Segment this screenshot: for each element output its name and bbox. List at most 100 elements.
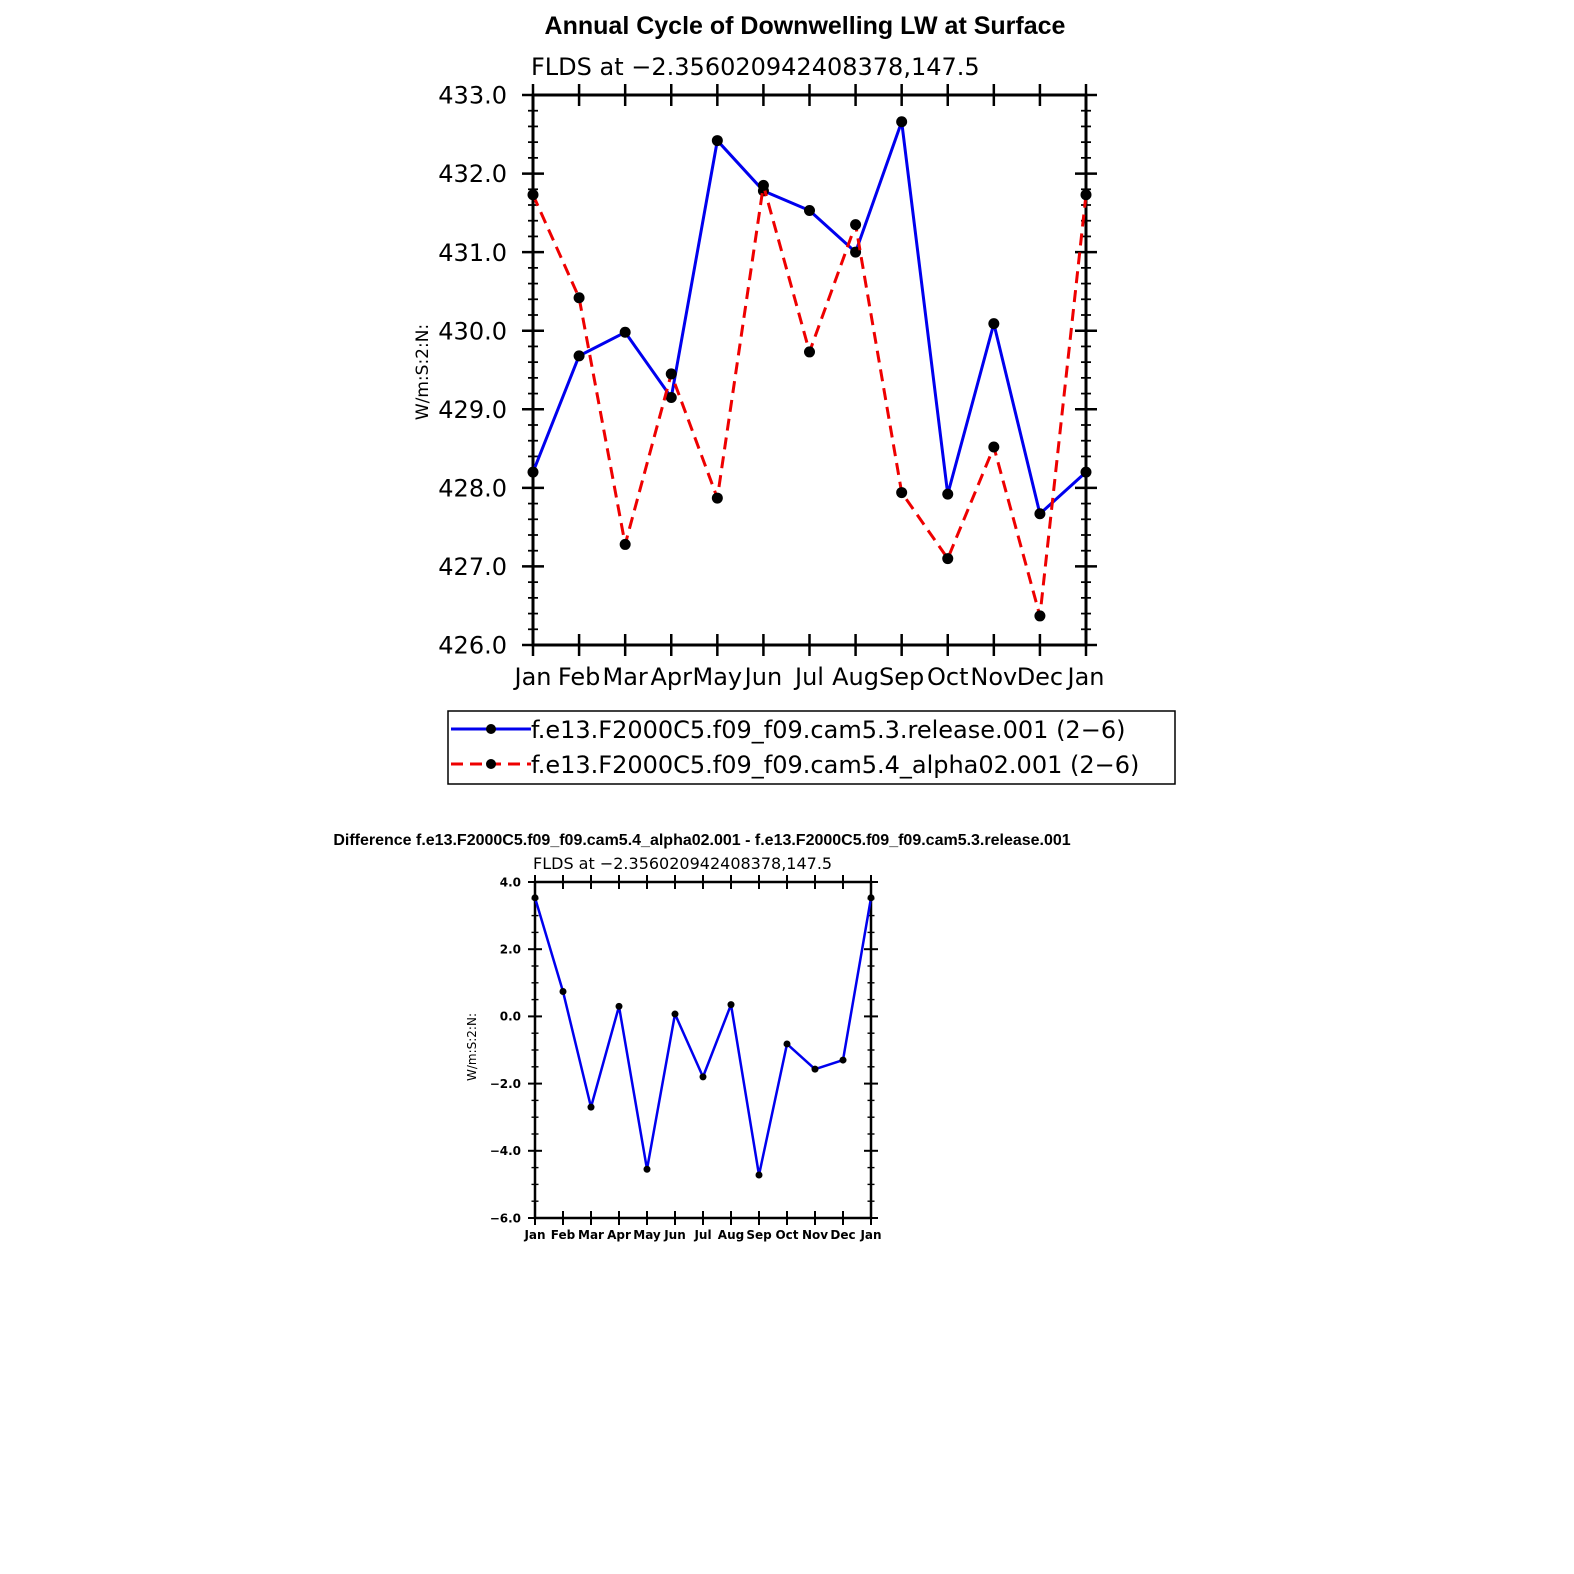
y-tick-label: 429.0	[438, 396, 507, 424]
series-1-point	[1034, 508, 1046, 520]
y-tick-label: 2.0	[500, 943, 521, 957]
x-tick-label: Nov	[970, 663, 1017, 691]
series-1-point	[615, 1002, 623, 1010]
x-tick-label: Jan	[523, 1228, 545, 1242]
series-1-point	[665, 392, 677, 403]
chart2-plot-frame	[533, 880, 873, 1220]
series-2-point	[665, 368, 677, 380]
series-1-point	[587, 1103, 595, 1111]
x-tick-label: Jul	[693, 1228, 711, 1242]
x-tick-label: Aug	[718, 1228, 744, 1242]
x-tick-label: Sep	[746, 1228, 772, 1242]
x-tick-label: Mar	[603, 663, 648, 691]
x-tick-label: May	[633, 1228, 661, 1242]
y-tick-label: 428.0	[438, 474, 507, 502]
chart2-subtitle: FLDS at −2.356020942408378,147.5	[533, 854, 832, 873]
series-1-point	[531, 894, 539, 902]
chart1-subtitle: FLDS at −2.356020942408378,147.5	[531, 53, 980, 81]
series-1-point	[559, 988, 567, 996]
series-2-point	[1080, 189, 1092, 201]
series-1-point	[839, 1056, 847, 1064]
y-tick-label: 4.0	[500, 875, 521, 889]
chart1-y-axis-label: W/m:S:2:N:	[413, 324, 433, 420]
series-1-point	[699, 1073, 707, 1081]
y-tick-label: 432.0	[438, 160, 507, 188]
series-1-point	[988, 318, 1000, 330]
chart2-title: Difference f.e13.F2000C5.f09_f09.cam5.4_…	[333, 832, 1070, 849]
x-tick-label: Oct	[927, 663, 969, 691]
series-line-1	[531, 120, 1088, 516]
legend-label-series-1: f.e13.F2000C5.f09_f09.cam5.3.release.001…	[531, 716, 1125, 744]
legend-box	[447, 710, 1176, 785]
x-tick-label: Feb	[551, 1228, 576, 1242]
x-tick-label: May	[693, 663, 743, 691]
series-1-point	[643, 1165, 651, 1173]
series-2-point	[711, 492, 723, 504]
y-tick-label: 0.0	[500, 1010, 521, 1024]
series-2-point	[619, 538, 631, 550]
series-line-2	[531, 183, 1088, 618]
x-tick-label: Oct	[775, 1228, 798, 1242]
y-tick-label: 426.0	[438, 632, 507, 660]
x-tick-label: Nov	[802, 1228, 828, 1242]
series-2-point	[942, 553, 954, 565]
series-2-point	[850, 219, 862, 231]
series-1-point	[783, 1040, 791, 1048]
y-tick-label: −2.0	[490, 1077, 521, 1091]
series-1-point	[804, 205, 815, 216]
legend-marker-series-2	[486, 759, 496, 769]
chart2-y-tick-labels: −6.0 −4.0 −2.0 0.0 2.0 4.0	[490, 875, 521, 1225]
y-tick-label: 431.0	[438, 239, 507, 267]
chart1-title: Annual Cycle of Downwelling LW at Surfac…	[545, 12, 1066, 40]
x-tick-label: Jan	[513, 663, 552, 691]
x-tick-label: Apr	[650, 663, 692, 691]
x-tick-label: Feb	[558, 663, 601, 691]
y-tick-label: −4.0	[490, 1144, 521, 1158]
chart2-y-axis-label: W/m:S:2:N:	[465, 1013, 479, 1081]
series-1-point	[1080, 466, 1092, 478]
x-tick-label: Jan	[1066, 663, 1105, 691]
series-1-point	[711, 135, 723, 147]
chart1-x-tick-labels: Jan Feb Mar Apr May Jun Jul Aug Sep Oct Nov Dec Jan	[513, 663, 1105, 691]
series-1-point	[527, 466, 539, 478]
x-tick-label: Dec	[830, 1228, 855, 1242]
series-2-point	[988, 441, 1000, 453]
series-1-point	[867, 894, 875, 902]
series-2-point	[896, 487, 908, 499]
series-2-point	[804, 346, 815, 358]
x-tick-label: Jul	[793, 663, 824, 691]
difference-chart: Difference f.e13.F2000C5.f09_f09.cam5.4_…	[333, 832, 1070, 1242]
annual-cycle-chart: Annual Cycle of Downwelling LW at Surfac…	[413, 12, 1176, 785]
chart1-series	[527, 116, 1092, 622]
series-2-point	[527, 189, 539, 201]
chart2-series	[531, 894, 875, 1179]
series-line-1	[533, 897, 873, 1177]
series-1-point	[896, 116, 908, 128]
series-1-point	[811, 1065, 819, 1073]
series-1-point	[619, 326, 631, 338]
x-tick-label: Jan	[859, 1228, 881, 1242]
chart1-y-tick-labels: 426.0 427.0 428.0 429.0 430.0 431.0 432.0 433.0	[438, 82, 507, 660]
y-tick-label: 433.0	[438, 82, 507, 110]
chart1-legend: f.e13.F2000C5.f09_f09.cam5.3.release.001…	[447, 710, 1176, 785]
x-tick-label: Jun	[663, 1228, 686, 1242]
legend-label-series-2: f.e13.F2000C5.f09_f09.cam5.4_alpha02.001…	[531, 751, 1139, 779]
legend-marker-series-1	[486, 724, 496, 734]
series-1-point	[671, 1010, 679, 1018]
chart1-axis-ticks	[522, 84, 1097, 656]
y-tick-label: −6.0	[490, 1211, 521, 1225]
chart2-axis-ticks	[528, 875, 878, 1225]
chart2-x-tick-labels: Jan Feb Mar Apr May Jun Jul Aug Sep Oct Nov Dec Jan	[523, 1228, 881, 1242]
y-tick-label: 430.0	[438, 317, 507, 345]
series-1-point	[727, 1001, 735, 1009]
x-tick-label: Apr	[607, 1228, 631, 1242]
x-tick-label: Aug	[832, 663, 879, 691]
series-2-point	[757, 179, 769, 191]
x-tick-label: Jun	[743, 663, 783, 691]
series-1-point	[573, 350, 585, 362]
series-1-point	[942, 488, 954, 500]
series-2-point	[573, 292, 585, 304]
x-tick-label: Sep	[879, 663, 924, 691]
series-2-point	[1034, 610, 1046, 622]
series-1-point	[755, 1171, 763, 1179]
